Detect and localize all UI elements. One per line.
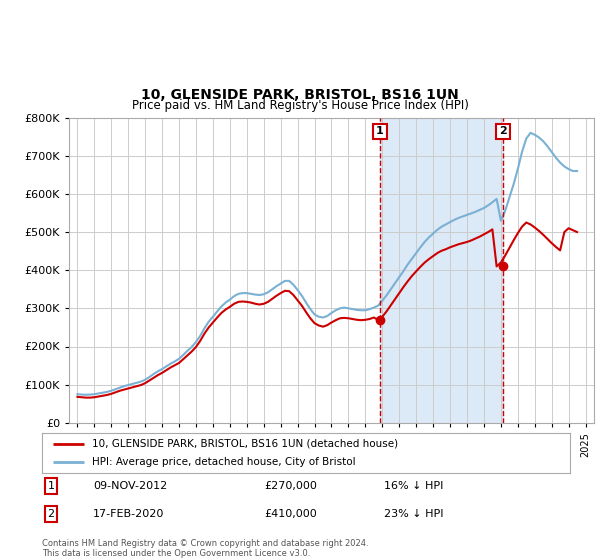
Text: 10, GLENSIDE PARK, BRISTOL, BS16 1UN (detached house): 10, GLENSIDE PARK, BRISTOL, BS16 1UN (de… (92, 439, 398, 449)
Text: 2: 2 (47, 509, 55, 519)
Text: 1: 1 (376, 127, 384, 136)
Text: 1: 1 (47, 481, 55, 491)
Text: 17-FEB-2020: 17-FEB-2020 (93, 509, 164, 519)
Text: Contains HM Land Registry data © Crown copyright and database right 2024.
This d: Contains HM Land Registry data © Crown c… (42, 539, 368, 558)
Text: £410,000: £410,000 (264, 509, 317, 519)
Text: 16% ↓ HPI: 16% ↓ HPI (384, 481, 443, 491)
Text: 23% ↓ HPI: 23% ↓ HPI (384, 509, 443, 519)
Text: HPI: Average price, detached house, City of Bristol: HPI: Average price, detached house, City… (92, 458, 356, 467)
Text: 09-NOV-2012: 09-NOV-2012 (93, 481, 167, 491)
Bar (380, 118, 503, 423)
Text: £270,000: £270,000 (264, 481, 317, 491)
Text: 10, GLENSIDE PARK, BRISTOL, BS16 1UN: 10, GLENSIDE PARK, BRISTOL, BS16 1UN (141, 88, 459, 102)
Text: 2: 2 (499, 127, 507, 136)
Text: Price paid vs. HM Land Registry's House Price Index (HPI): Price paid vs. HM Land Registry's House … (131, 99, 469, 112)
